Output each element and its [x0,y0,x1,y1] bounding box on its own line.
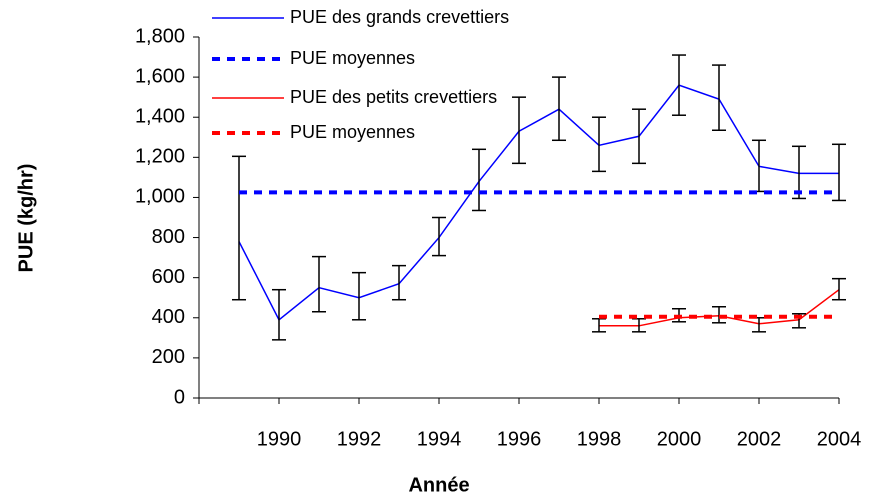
x-tick-label: 1998 [577,428,622,450]
y-axis-title: PUE (kg/hr) [15,164,37,273]
error-bar [792,145,806,200]
error-bar [632,318,646,333]
x-tick-label: 2002 [737,428,782,450]
error-bar [552,76,566,142]
error-bar [432,216,446,257]
error-bar [392,264,406,301]
error-bar [472,148,486,212]
x-tick-label: 1990 [257,428,302,450]
y-tick-label: 1,000 [135,186,185,208]
error-bar [712,305,726,324]
error-bar [592,318,606,333]
y-tick-label: 400 [152,306,185,328]
error-bar [752,317,766,333]
x-tick-label: 1996 [497,428,542,450]
error-bar [832,277,846,301]
x-tick-label: 1994 [417,428,462,450]
error-bar [312,255,326,313]
error-bar [672,54,686,116]
error-bar [352,271,366,321]
error-bar [512,96,526,165]
x-tick-label: 1992 [337,428,382,450]
error-bar [632,108,646,165]
y-tick-label: 1,600 [135,65,185,87]
y-tick-label: 600 [152,266,185,288]
x-axis-title: Année [408,474,469,496]
error-bar [712,64,726,132]
error-bar [232,155,246,301]
y-tick-label: 800 [152,226,185,248]
error-bar [272,288,286,341]
x-tick-label: 2004 [817,428,862,450]
legend-label: PUE moyennes [290,122,415,142]
y-tick-label: 200 [152,346,185,368]
series-line [238,84,839,321]
x-tick-label: 2000 [657,428,702,450]
legend-label: PUE des grands crevettiers [290,7,509,27]
y-tick-label: 1,800 [135,25,185,47]
error-bar [592,116,606,173]
legend-label: PUE des petits crevettiers [290,87,497,107]
error-bar [832,143,846,202]
y-tick-label: 0 [174,386,185,408]
y-tick-label: 1,200 [135,146,185,168]
legend-label: PUE moyennes [290,48,415,68]
error-bar [752,139,766,193]
y-tick-label: 1,400 [135,106,185,128]
